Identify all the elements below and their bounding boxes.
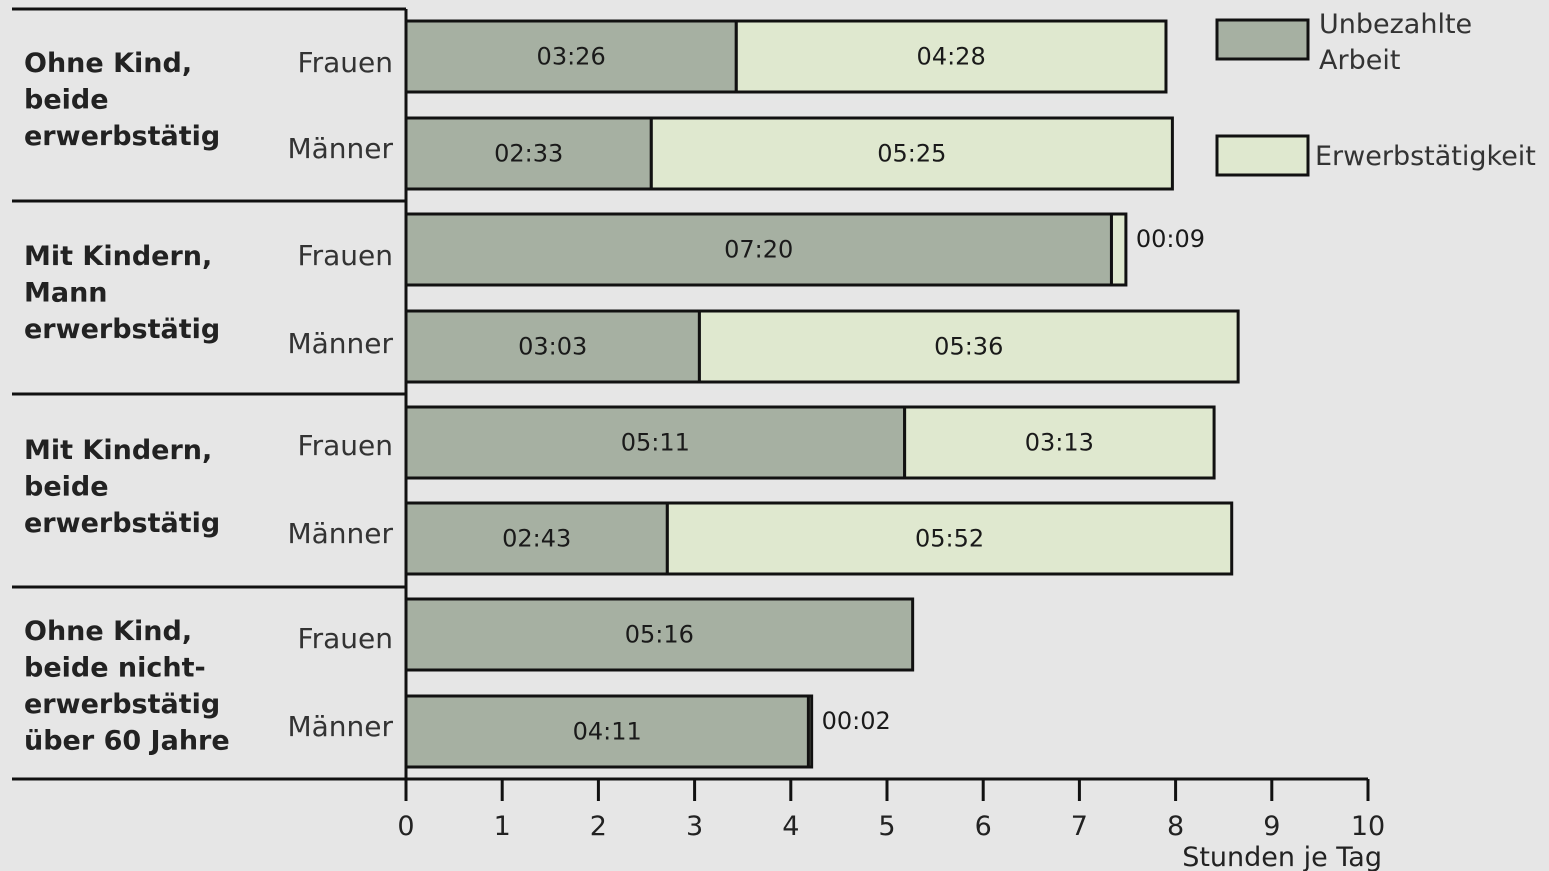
bar-value-label: 07:20 [724, 236, 793, 264]
bar-segment-paid [903, 405, 1216, 480]
bar-segment-unpaid [404, 597, 915, 672]
x-tick-label: 0 [397, 811, 414, 842]
bar-segment-paid [1109, 212, 1128, 287]
group-label-line: Ohne Kind, [24, 48, 192, 79]
legend-label-paid: Erwerbstätigkeit [1315, 141, 1536, 172]
bar-value-label: 05:16 [625, 621, 694, 649]
bar-value-label: 00:09 [1136, 225, 1205, 253]
legend-label-line: Unbezahlte [1319, 9, 1472, 40]
group-label-line: beide nicht- [24, 653, 206, 684]
legend-swatch-paid [1215, 134, 1310, 177]
bar-category-label: Frauen [298, 46, 393, 79]
group-label-line: Mann [24, 278, 108, 309]
group-labels: Ohne Kind, beide erwerbstätig Frauen Männer M… [24, 46, 393, 757]
bar-segment-paid [806, 694, 814, 769]
bar-value-label: 03:26 [537, 43, 606, 71]
bar-value-label: 05:25 [877, 140, 946, 168]
x-tick-label: 2 [590, 811, 607, 842]
bar-segment-unpaid [404, 309, 701, 384]
bar-category-label: Männer [287, 517, 393, 550]
x-tick-label: 4 [782, 811, 799, 842]
group-label: Ohne Kind, beide nicht-erwerbstätig über 6… [24, 616, 230, 757]
bar-value-label: 04:11 [573, 718, 642, 746]
legend-label-unpaid: Unbezahlte Arbeit [1319, 9, 1472, 76]
group-label-line: über 60 Jahre [24, 726, 230, 757]
legend-label-line: Arbeit [1319, 45, 1400, 76]
bar-value-label: 00:02 [822, 707, 891, 735]
group-label: Mit Kindern, beide erwerbstätig [24, 435, 220, 539]
bar-value-label: 05:36 [934, 333, 1003, 361]
bar-category-label: Frauen [298, 622, 393, 655]
bar-value-label: 04:28 [917, 43, 986, 71]
bars: 03:26 04:28 02:33 05:25 07:20 00:09 03:03 05:36… [404, 19, 1240, 769]
bar-segment-paid [697, 309, 1240, 384]
bar-segment-unpaid [404, 694, 810, 769]
bar-value-label: 02:33 [494, 140, 563, 168]
x-tick-label: 5 [878, 811, 895, 842]
x-tick-label: 10 [1351, 811, 1385, 842]
group-label-line: erwerbstätig [24, 508, 220, 539]
bar-segment-unpaid [404, 405, 907, 480]
bar-value-label: 05:52 [915, 525, 984, 553]
bar-segment-unpaid [404, 212, 1113, 287]
x-tick-label: 1 [494, 811, 511, 842]
bar-value-label: 03:13 [1025, 429, 1094, 457]
bar-segment-paid [649, 116, 1174, 191]
bar-segment-paid [665, 501, 1234, 576]
group-label-line: Mit Kindern, [24, 241, 212, 272]
bar-category-label: Männer [287, 132, 393, 165]
bar-value-label: 02:43 [502, 525, 571, 553]
x-tick-label: 8 [1167, 811, 1184, 842]
legend: Unbezahlte Arbeit Erwerbstätigkeit [1215, 9, 1536, 177]
bar-segment-paid [734, 19, 1168, 94]
group-label-line: Mit Kindern, [24, 435, 212, 466]
bar-category-label: Frauen [298, 239, 393, 272]
group-label-line: erwerbstätig [24, 314, 220, 345]
bar-category-label: Männer [287, 710, 393, 743]
bar-value-label: 05:11 [621, 429, 690, 457]
bar-value-label: 03:03 [518, 333, 587, 361]
bar-segment-unpaid [404, 19, 738, 94]
bar-category-label: Männer [287, 327, 393, 360]
group-label-line: beide [24, 472, 109, 503]
x-tick-label: 6 [975, 811, 992, 842]
group-label-line: erwerbstätig [24, 689, 220, 720]
x-tick-label: 9 [1263, 811, 1280, 842]
group-label: Ohne Kind, beide erwerbstätig [24, 48, 220, 152]
group-label-line: Ohne Kind, [24, 616, 192, 647]
group-label-line: erwerbstätig [24, 121, 220, 152]
bar-segment-unpaid [404, 501, 669, 576]
x-tick-label: 3 [686, 811, 703, 842]
legend-swatch-unpaid [1215, 18, 1310, 61]
x-axis-title: Stunden je Tag [1182, 842, 1382, 871]
group-label-line: beide [24, 85, 109, 116]
x-tick-label: 7 [1071, 811, 1088, 842]
bar-category-label: Frauen [298, 429, 393, 462]
group-label: Mit Kindern, Mann erwerbstätig [24, 241, 220, 345]
